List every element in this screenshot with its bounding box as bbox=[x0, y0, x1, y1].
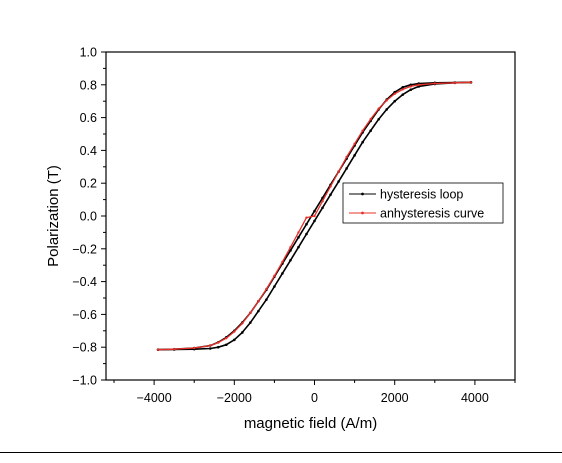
hysteresis-loop-point bbox=[305, 232, 308, 236]
hysteresis-loop-point bbox=[297, 245, 300, 249]
hysteresis-loop-point bbox=[305, 222, 308, 226]
anhysteresis-curve-point bbox=[193, 346, 196, 350]
anhysteresis-curve-point bbox=[417, 83, 420, 87]
plot-series-group bbox=[156, 81, 473, 351]
legend-swatch-marker bbox=[361, 192, 364, 196]
anhysteresis-curve-point bbox=[249, 311, 252, 314]
anhysteresis-curve-point bbox=[297, 231, 300, 234]
legend: hysteresis loop anhysteresis curve bbox=[342, 182, 504, 224]
x-tick-label: −2000 bbox=[217, 391, 252, 405]
y-tick-label: 0.4 bbox=[80, 144, 97, 158]
hysteresis-loop-point bbox=[289, 258, 292, 262]
bottom-rule bbox=[0, 452, 562, 453]
hysteresis-loop-point bbox=[409, 88, 413, 92]
hysteresis-loop-point bbox=[329, 193, 332, 196]
hysteresis-loop-point bbox=[208, 347, 212, 350]
hysteresis-loop-point bbox=[313, 209, 316, 213]
hysteresis-loop-point bbox=[241, 331, 244, 334]
y-tick-label: −0.8 bbox=[72, 341, 97, 355]
x-axis-title: magnetic field (A/m) bbox=[244, 415, 377, 432]
anhysteresis-curve-point bbox=[329, 185, 332, 188]
hysteresis-loop-point bbox=[369, 129, 372, 133]
y-tick-label: 0.2 bbox=[80, 177, 97, 191]
y-tick-label: 0.6 bbox=[80, 111, 97, 125]
x-tick-label: −4000 bbox=[137, 391, 172, 405]
y-tick-label: 0.0 bbox=[80, 210, 97, 224]
hysteresis-loop-point bbox=[353, 154, 356, 157]
hysteresis-loop-point bbox=[377, 117, 380, 121]
hysteresis-loop-point bbox=[361, 140, 364, 144]
anhysteresis-curve-point bbox=[321, 200, 324, 203]
legend-swatch-marker bbox=[361, 211, 364, 215]
anhysteresis-curve-point bbox=[209, 344, 212, 347]
y-tick-label: −0.6 bbox=[72, 308, 97, 322]
anhysteresis-curve-point bbox=[353, 142, 356, 146]
hysteresis-loop-point bbox=[337, 180, 340, 183]
legend-box bbox=[342, 182, 504, 224]
legend-label-hysteresis-loop: hysteresis loop bbox=[380, 188, 463, 202]
anhysteresis-curve-point bbox=[289, 245, 292, 249]
y-tick-label: −1.0 bbox=[72, 374, 97, 388]
y-tick-label: −0.4 bbox=[72, 275, 97, 289]
anhysteresis-curve-point bbox=[409, 85, 412, 88]
y-tick-label: 0.8 bbox=[80, 78, 97, 92]
anhysteresis-curve-point bbox=[233, 330, 236, 333]
hysteresis-loop-point bbox=[249, 321, 252, 324]
hysteresis-loop-point bbox=[216, 345, 220, 349]
anhysteresis-curve-point bbox=[305, 216, 308, 219]
hysteresis-loop-point bbox=[313, 219, 316, 223]
anhysteresis-curve-point bbox=[361, 129, 364, 132]
x-tick-label: 0 bbox=[311, 391, 318, 405]
anhysteresis-curve-point bbox=[433, 82, 437, 85]
anhysteresis-curve-point bbox=[385, 99, 388, 102]
hysteresis-loop-point bbox=[297, 236, 300, 239]
anhysteresis-curve-point bbox=[345, 155, 348, 159]
anhysteresis-curve-point bbox=[313, 214, 316, 218]
anhysteresis-curve-point bbox=[337, 170, 340, 173]
ticks-group: 1.0 0.8 0.6 0.4 0.2 0.0 −0.2 −0.4 −0.6 −0.8 −1.0 −4… bbox=[72, 46, 516, 405]
hysteresis-loop-point bbox=[321, 206, 324, 210]
y-tick-label: 1.0 bbox=[80, 46, 97, 60]
hysteresis-loop-point bbox=[224, 343, 228, 347]
anhysteresis-curve-point bbox=[281, 260, 284, 264]
anhysteresis-curve-point bbox=[257, 300, 260, 303]
y-axis-title: Polarization (T) bbox=[45, 165, 62, 267]
hysteresis-loop-point bbox=[233, 338, 236, 342]
hysteresis-loop-point bbox=[385, 108, 388, 111]
anhysteresis-curve-point bbox=[217, 341, 220, 344]
hysteresis-loop-point bbox=[393, 99, 397, 103]
anhysteresis-curve-point bbox=[369, 118, 372, 121]
anhysteresis-curve-point bbox=[401, 88, 404, 91]
anhysteresis-curve-point bbox=[172, 347, 176, 351]
anhysteresis-curve-point bbox=[265, 287, 268, 291]
anhysteresis-curve-point bbox=[273, 274, 276, 278]
hysteresis-loop-point bbox=[281, 272, 284, 275]
x-tick-label: 2000 bbox=[381, 391, 409, 405]
anhysteresis-curve-point bbox=[241, 322, 244, 325]
hysteresis-loop-point bbox=[345, 167, 348, 170]
anhysteresis-curve-point bbox=[469, 81, 473, 84]
hysteresis-loop-point bbox=[273, 285, 276, 288]
hysteresis-loop-point bbox=[265, 298, 268, 301]
hysteresis-loop-point bbox=[401, 93, 405, 96]
hysteresis-loop-point bbox=[257, 309, 260, 313]
anhysteresis-curve-point bbox=[156, 348, 160, 351]
anhysteresis-curve-point bbox=[393, 92, 396, 96]
hysteresis-loop-point bbox=[401, 85, 405, 89]
anhysteresis-curve-point bbox=[453, 81, 457, 85]
anhysteresis-curve-point bbox=[225, 336, 228, 340]
y-tick-label: −0.2 bbox=[72, 242, 97, 256]
x-tick-label: 4000 bbox=[461, 391, 489, 405]
anhysteresis-curve-point bbox=[377, 107, 380, 110]
legend-label-anhysteresis-curve: anhysteresis curve bbox=[380, 207, 484, 221]
